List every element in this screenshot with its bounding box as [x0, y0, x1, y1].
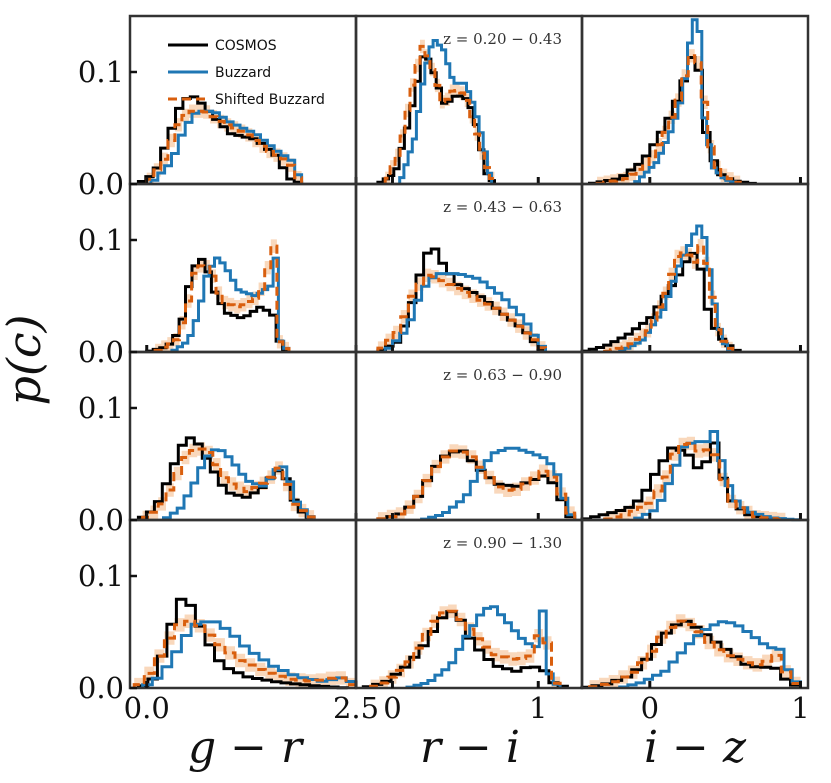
- y-tick-label-r2-1: 0.1: [78, 223, 124, 257]
- cosmos-line-r1-c1: [136, 95, 304, 184]
- x-tick-label-c3-0: 0: [641, 691, 659, 725]
- x-axis-title-ri: r − i: [420, 722, 520, 773]
- shifted-line-r2-c3: [603, 244, 735, 353]
- panel-r2-c1: [128, 182, 358, 354]
- panel-r4-c3: [580, 518, 810, 690]
- y-axis-title: p(c): [0, 314, 51, 405]
- y-tick-label-r1-0: 0.0: [78, 167, 124, 201]
- shifted-line-r3-c3: [603, 441, 787, 521]
- shifted-line-r1-c3: [595, 54, 742, 185]
- shifted-line-r1-c1: [145, 109, 304, 184]
- y-tick-label-r3-1: 0.1: [78, 391, 124, 425]
- shifted-line-r2-c1: [153, 244, 291, 352]
- legend-label-cosmos: COSMOS: [215, 38, 277, 54]
- x-axis-title-iz: i − z: [644, 722, 747, 773]
- redshift-label-r2: z = 0.43 − 0.63: [443, 198, 562, 216]
- buzzard-line-r2-c2: [383, 272, 547, 352]
- buzzard-line-r1-c1: [149, 109, 304, 184]
- panel-r4-c2: [354, 518, 584, 690]
- shifted-line-r2-c2: [376, 273, 547, 352]
- x-tick-label-c2-0: 0: [383, 691, 401, 725]
- buzzard-line-r2-c1: [170, 256, 291, 352]
- shifted-line-r1-c2: [383, 44, 496, 184]
- y-tick-label-r2-0: 0.0: [78, 335, 124, 369]
- y-tick-label-r4-1: 0.1: [78, 559, 124, 593]
- shifted-line-r4-c1: [132, 619, 358, 688]
- buzzard-line-r3-c1: [162, 448, 316, 520]
- buzzard-line-r3-c2: [420, 446, 577, 521]
- redshift-label-r3: z = 0.63 − 0.90: [443, 366, 562, 384]
- panel-grid: 0.00.10.00.10.00.10.00.10.0 2.5 0 1 0 1z = 0.…: [78, 14, 810, 725]
- panel-frame-r3-c3: [580, 350, 810, 522]
- panel-r3-c1: [128, 350, 358, 522]
- panel-r4-c1: [128, 518, 358, 690]
- buzzard-line-r1-c2: [398, 39, 494, 184]
- x-tick-label-c1-1: 2.5: [333, 691, 379, 725]
- panel-r2-c3: [580, 182, 810, 354]
- redshift-label-r1: z = 0.20 − 0.43: [443, 30, 562, 48]
- panel-r1-c3: [580, 14, 810, 186]
- cosmos-line-r2-c2: [376, 247, 547, 352]
- panel-frame-r1-c3: [580, 14, 810, 186]
- y-tick-label-r3-0: 0.0: [78, 503, 124, 537]
- shifted-band-r3-c3: [604, 436, 786, 520]
- buzzard-line-r4-c3: [618, 620, 802, 689]
- legend-label-buzzard: Buzzard: [215, 65, 271, 81]
- panel-r3-c3: [580, 350, 810, 522]
- legend: COSMOS Buzzard Shifted Buzzard: [168, 38, 325, 108]
- legend-label-shifted: Shifted Buzzard: [215, 92, 325, 108]
- cosmos-line-r2-c3: [580, 251, 742, 353]
- x-tick-label-c2-1: 1: [529, 691, 547, 725]
- x-axis-title-gr: g − r: [188, 722, 305, 773]
- shifted-line-r4-c2: [369, 609, 562, 688]
- redshift-label-r4: z = 0.90 − 1.30: [443, 534, 562, 552]
- shifted-band-r1-c3: [597, 49, 741, 184]
- shifted-band-r1-c2: [385, 39, 495, 185]
- shifted-line-r4-c3: [588, 619, 802, 689]
- y-tick-label-r1-1: 0.1: [78, 55, 124, 89]
- x-tick-label-c3-1: 1: [791, 691, 809, 725]
- x-tick-label-c1-0: 0.0: [124, 691, 170, 725]
- panel-frame-r4-c3: [580, 518, 810, 690]
- shifted-line-r3-c2: [376, 449, 577, 521]
- shifted-line-r3-c1: [141, 447, 316, 520]
- y-tick-label-r4-0: 0.0: [78, 671, 124, 705]
- panel-frame-r2-c1: [128, 182, 358, 354]
- cosmos-line-r4-c1: [136, 597, 350, 690]
- shifted-band-r2-c2: [377, 268, 546, 352]
